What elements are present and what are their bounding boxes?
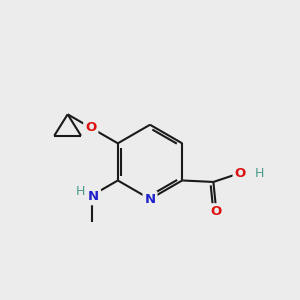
Text: O: O (235, 167, 246, 179)
Text: N: N (88, 190, 99, 203)
Text: H: H (76, 185, 86, 198)
Text: O: O (211, 205, 222, 218)
Text: H: H (255, 167, 264, 179)
Text: N: N (144, 193, 156, 206)
Text: O: O (85, 121, 96, 134)
